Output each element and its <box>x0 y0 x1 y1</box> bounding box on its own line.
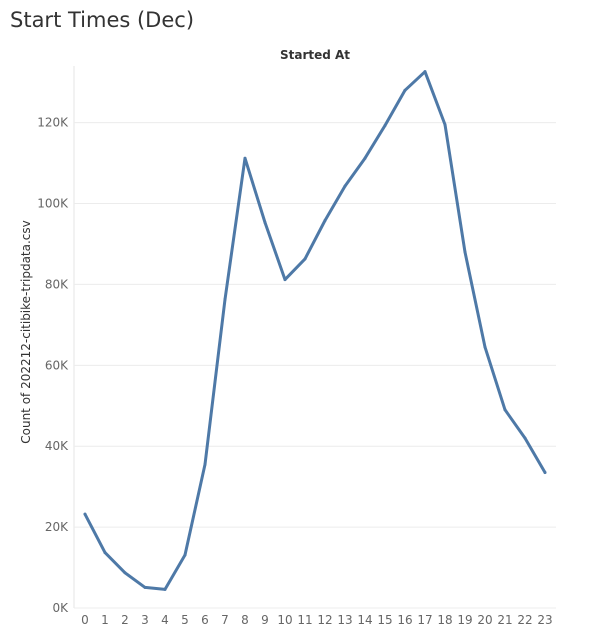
data-point <box>123 571 127 575</box>
x-tick-label: 21 <box>497 613 512 627</box>
data-point <box>103 551 107 555</box>
y-tick-label: 100K <box>37 197 69 211</box>
x-tick-label: 13 <box>337 613 352 627</box>
x-tick-label: 9 <box>261 613 269 627</box>
data-point <box>263 221 267 225</box>
data-point <box>443 123 447 127</box>
x-tick-label: 12 <box>317 613 332 627</box>
x-tick-label: 14 <box>357 613 372 627</box>
x-tick-label: 20 <box>477 613 492 627</box>
x-tick-label: 5 <box>181 613 189 627</box>
x-tick-label: 22 <box>517 613 532 627</box>
series-group <box>83 70 547 591</box>
x-tick-labels: 0 1 2 3 4 5 6 7 8 9 10 11 12 13 14 15 16 17 18 19 20 21 22 23 <box>81 613 552 627</box>
gridlines <box>74 122 556 609</box>
data-point <box>463 250 467 254</box>
y-tick-label: 120K <box>37 116 69 130</box>
x-tick-label: 10 <box>277 613 292 627</box>
x-tick-label: 4 <box>161 613 169 627</box>
page-title: Start Times (Dec) <box>10 8 195 32</box>
data-point <box>543 471 547 474</box>
x-tick-label: 11 <box>297 613 312 627</box>
y-tick-label: 20K <box>45 520 69 534</box>
data-point <box>423 70 427 74</box>
data-point <box>223 297 227 301</box>
data-point <box>83 512 87 516</box>
data-point <box>343 184 347 188</box>
x-tick-label: 15 <box>377 613 392 627</box>
data-point <box>483 345 487 349</box>
x-tick-label: 3 <box>141 613 149 627</box>
y-tick-label: 80K <box>45 277 69 291</box>
x-tick-label: 0 <box>81 613 89 627</box>
y-tick-label: 0K <box>52 601 69 615</box>
y-tick-label: 40K <box>45 439 69 453</box>
data-point <box>203 462 207 466</box>
data-point <box>243 156 247 160</box>
x-tick-label: 19 <box>457 613 472 627</box>
y-axis-label: Count of 202212-citibike-tripdata.csv <box>19 220 33 444</box>
data-point <box>163 587 167 591</box>
data-point <box>403 88 407 92</box>
data-point <box>323 219 327 223</box>
x-tick-label: 17 <box>417 613 432 627</box>
x-tick-label: 2 <box>121 613 129 627</box>
y-tick-labels: 0K 20K 40K 60K 80K 100K 120K <box>37 116 69 615</box>
data-point <box>143 585 147 589</box>
data-point <box>283 278 287 282</box>
data-point <box>523 436 527 440</box>
y-tick-label: 60K <box>45 358 69 372</box>
column-header: Started At <box>280 48 350 62</box>
series-line <box>83 70 547 591</box>
x-tick-label: 18 <box>437 613 452 627</box>
x-tick-label: 6 <box>201 613 209 627</box>
data-point <box>303 257 307 261</box>
x-tick-label: 16 <box>397 613 412 627</box>
x-tick-label: 7 <box>221 613 229 627</box>
data-point <box>383 123 387 127</box>
data-point <box>503 408 507 412</box>
data-point <box>183 553 187 557</box>
x-tick-label: 8 <box>241 613 249 627</box>
data-point <box>363 156 367 160</box>
x-tick-label: 1 <box>101 613 109 627</box>
x-tick-label: 23 <box>537 613 552 627</box>
